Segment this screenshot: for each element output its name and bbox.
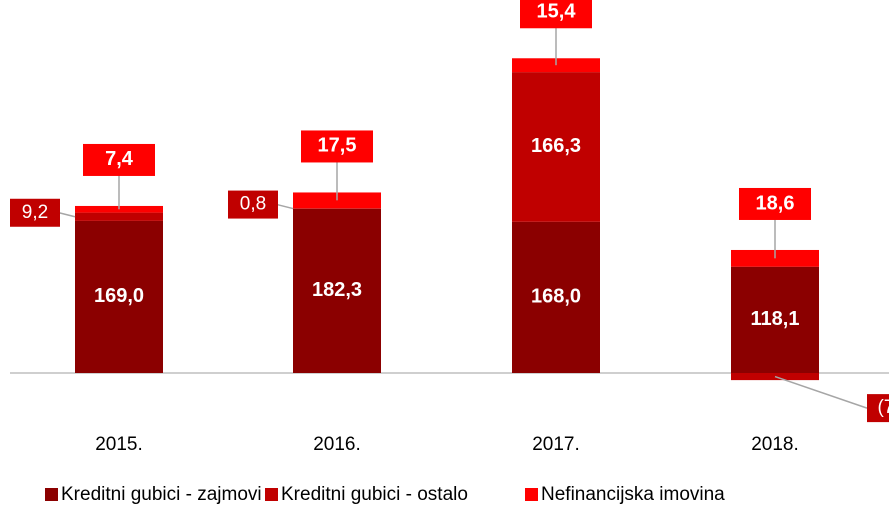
leader-line <box>58 212 76 218</box>
value-label: (7,9) <box>877 397 889 418</box>
callout-box <box>520 0 592 29</box>
legend-swatch <box>45 488 58 501</box>
value-label: 9,2 <box>22 202 48 223</box>
value-label: 0,8 <box>240 194 266 215</box>
bar-segment <box>293 208 381 209</box>
value-label: 15,4 <box>537 1 577 23</box>
legend-label: Kreditni gubici - ostalo <box>281 484 468 505</box>
value-label: 169,0 <box>94 285 144 307</box>
x-tick-label: 2015. <box>95 434 143 455</box>
leader-line <box>774 375 868 409</box>
callout-box <box>10 198 60 227</box>
value-label: 168,0 <box>531 286 581 308</box>
bar-segment <box>75 212 163 221</box>
callout-box <box>867 394 889 423</box>
bar-segment <box>512 221 600 373</box>
value-label: 118,1 <box>751 308 800 330</box>
callout-box <box>228 190 278 219</box>
bar-segment <box>512 72 600 222</box>
callout-box <box>83 143 155 176</box>
x-tick-label: 2017. <box>532 434 580 455</box>
x-tick-label: 2018. <box>751 434 799 455</box>
value-label: 18,6 <box>756 192 795 214</box>
x-tick-label: 2016. <box>313 434 361 455</box>
legend-swatch <box>265 488 278 501</box>
callout-box <box>739 187 811 220</box>
value-label: 17,5 <box>318 135 357 157</box>
bar-segment <box>293 208 381 373</box>
bar-segment <box>731 266 819 373</box>
value-label: 7,4 <box>105 148 134 170</box>
value-label: 182,3 <box>312 279 362 301</box>
value-label: 166,3 <box>531 135 581 157</box>
legend-swatch <box>525 488 538 501</box>
bar-segment <box>75 220 163 373</box>
legend-label: Kreditni gubici - zajmovi <box>61 484 262 505</box>
bar-segment <box>75 205 163 213</box>
leader-line <box>276 203 294 210</box>
legend-label: Nefinancijska imovina <box>541 484 725 505</box>
callout-box <box>301 130 373 163</box>
